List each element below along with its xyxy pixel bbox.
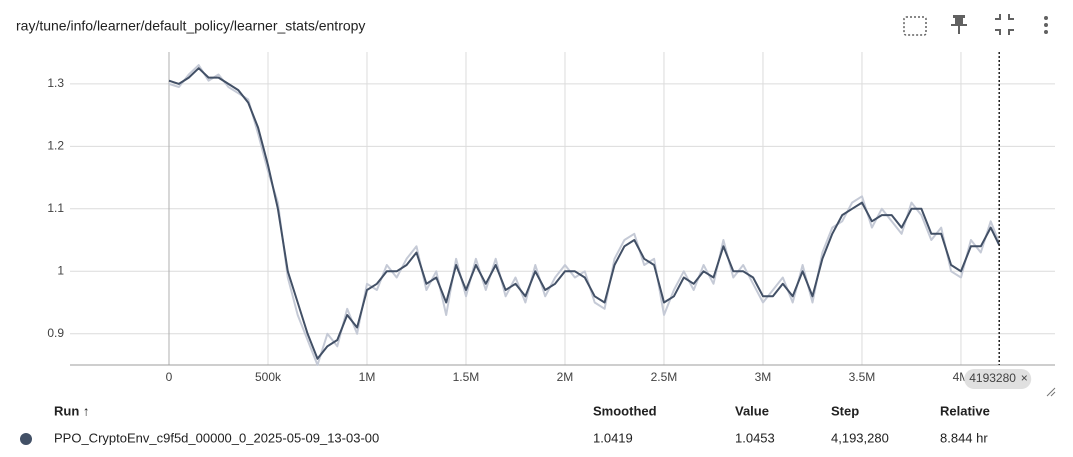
x-tick-label: 3M (755, 370, 772, 384)
table-header: Step (831, 403, 859, 418)
table-cell: 8.844 hr (940, 430, 988, 445)
y-tick-label: 0.9 (47, 326, 64, 340)
table-header: Value (735, 403, 769, 418)
y-tick-label: 1.3 (47, 76, 64, 90)
fit-icon[interactable] (903, 16, 927, 36)
cursor-label: 4193280 (969, 371, 1016, 385)
collapse-icon[interactable] (995, 14, 1014, 35)
cursor-badge (964, 369, 1032, 389)
pin-icon[interactable] (951, 15, 967, 34)
table-cell: PPO_CryptoEnv_c9f5d_00000_0_2025-05-09_1… (54, 430, 379, 445)
resize-handle[interactable] (1046, 387, 1056, 397)
y-tick-label: 1 (57, 263, 64, 277)
menu-icon[interactable] (1044, 16, 1048, 34)
table-cell: 1.0453 (735, 430, 775, 445)
x-tick-label: 2M (557, 370, 574, 384)
y-tick-label: 1.2 (47, 139, 64, 153)
x-tick-label: 0 (166, 370, 173, 384)
x-tick-label: 1M (359, 370, 376, 384)
table-cell: 1.0419 (593, 430, 633, 445)
cursor-close[interactable]: × (1021, 371, 1028, 385)
series-line (168, 67, 1001, 360)
table-cell: 4,193,280 (831, 430, 889, 445)
table-header: Run ↑ (54, 403, 89, 418)
table-header: Smoothed (593, 403, 657, 418)
x-tick-label: 3.5M (849, 370, 876, 384)
x-tick-label: 2.5M (651, 370, 678, 384)
table-header: Relative (940, 403, 990, 418)
run-color[interactable] (20, 433, 32, 445)
x-tick-label: 1.5M (453, 370, 480, 384)
x-tick-label: 500k (255, 370, 282, 384)
series-line (168, 64, 1001, 366)
y-tick-label: 1.1 (47, 201, 64, 215)
chart-title: ray/tune/info/learner/default_policy/lea… (16, 18, 365, 34)
